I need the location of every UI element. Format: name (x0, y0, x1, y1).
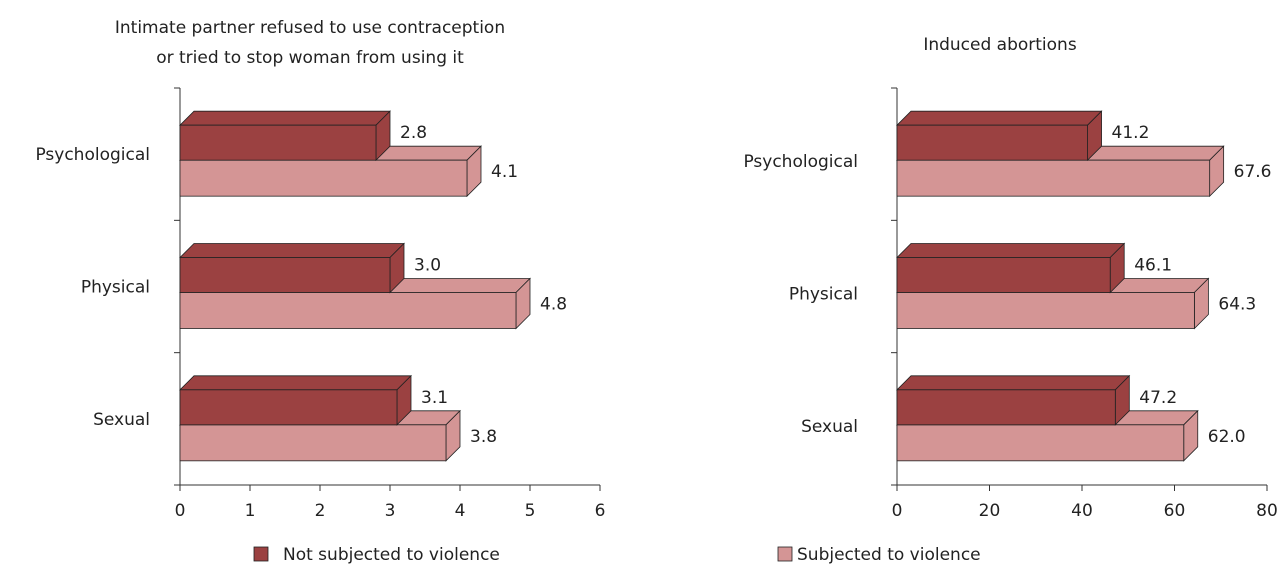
bar-front (179, 389, 398, 426)
legend-label: Not subjected to violence (283, 545, 500, 565)
bar-front (179, 292, 517, 329)
value-label: 46.1 (1134, 256, 1172, 276)
bar (896, 374, 1131, 426)
x-tick-label: 5 (525, 501, 536, 521)
x-tick-label: 3 (385, 501, 396, 521)
bar-front (896, 124, 1088, 161)
bar-front (896, 257, 1111, 293)
bar-front (179, 424, 447, 462)
legend-label: Subjected to violence (797, 545, 981, 565)
bar-top (179, 110, 391, 126)
x-tick-label: 2 (315, 501, 326, 521)
bar-top (896, 243, 1126, 258)
category-label: Physical (81, 278, 150, 298)
bar-top (179, 243, 405, 258)
bar (179, 242, 405, 294)
value-label: 4.8 (540, 295, 567, 315)
bar (179, 110, 391, 162)
bar-front (896, 292, 1195, 329)
value-label: 4.1 (491, 162, 518, 182)
category-label: Physical (789, 285, 858, 305)
value-label: 3.8 (470, 427, 497, 447)
legend-swatch (777, 546, 793, 562)
category-label: Psychological (35, 145, 150, 165)
value-label: 3.0 (414, 256, 441, 276)
bar (896, 110, 1103, 162)
value-label: 41.2 (1112, 123, 1150, 143)
x-tick-label: 4 (455, 501, 466, 521)
bar-top (896, 110, 1103, 126)
value-label: 64.3 (1218, 295, 1256, 315)
bar-front (179, 159, 468, 197)
value-label: 3.1 (421, 388, 448, 408)
category-label: Psychological (743, 152, 858, 172)
bar (896, 242, 1126, 294)
bar-front (179, 124, 377, 161)
value-label: 62.0 (1208, 427, 1246, 447)
x-tick-label: 1 (245, 501, 256, 521)
bar-front (896, 424, 1185, 462)
x-tick-label: 60 (1164, 501, 1186, 521)
x-tick-label: 80 (1256, 501, 1278, 521)
bar-front (179, 257, 391, 293)
x-tick-label: 0 (892, 501, 903, 521)
legend-swatch (253, 546, 269, 562)
category-label: Sexual (801, 417, 858, 437)
bar-front (896, 389, 1116, 426)
value-label: 67.6 (1234, 162, 1272, 182)
chart-title: Induced abortions (923, 35, 1077, 55)
bar-top (179, 375, 412, 391)
chart-title: or tried to stop woman from using it (156, 48, 464, 68)
category-label: Sexual (93, 410, 150, 430)
x-tick-label: 6 (595, 501, 606, 521)
bar (179, 374, 412, 426)
bar-top (896, 375, 1131, 391)
value-label: 2.8 (400, 123, 427, 143)
value-label: 47.2 (1139, 388, 1177, 408)
chart-title: Intimate partner refused to use contrace… (115, 18, 505, 38)
x-tick-label: 0 (175, 501, 186, 521)
x-tick-label: 40 (1071, 501, 1093, 521)
bar-front (896, 159, 1211, 197)
x-tick-label: 20 (979, 501, 1001, 521)
